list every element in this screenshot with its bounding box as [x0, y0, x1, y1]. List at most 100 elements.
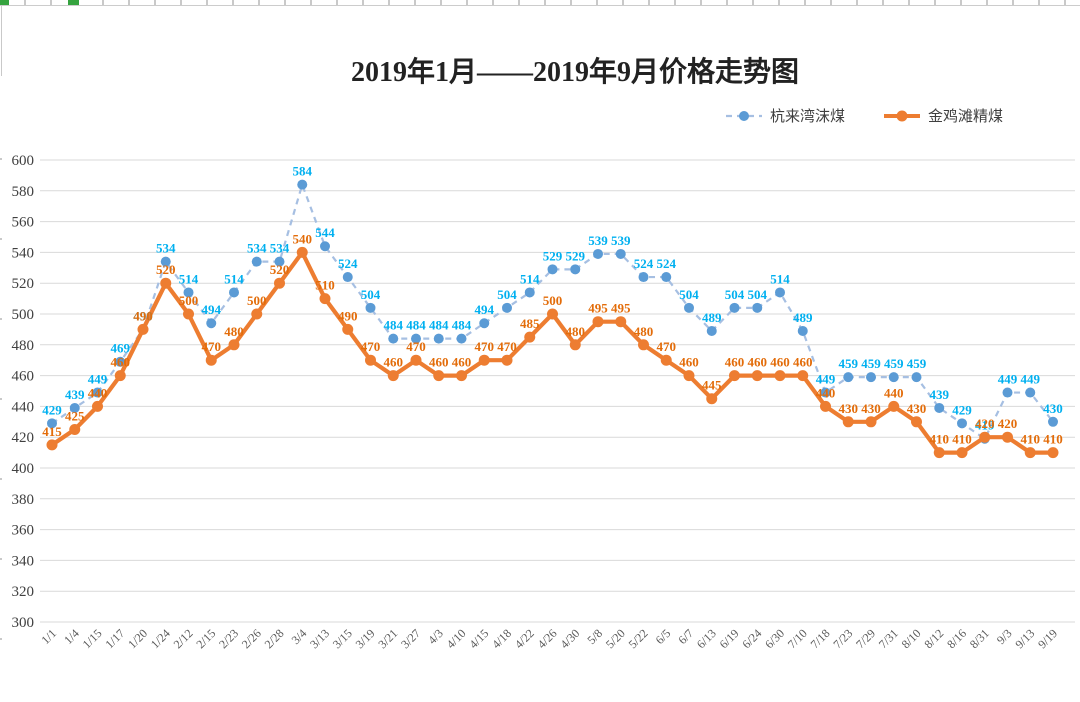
data-point[interactable]	[911, 372, 922, 383]
data-point[interactable]	[251, 308, 263, 320]
data-label: 494	[475, 302, 495, 317]
data-point[interactable]	[1025, 387, 1036, 398]
data-point[interactable]	[865, 416, 877, 428]
data-point[interactable]	[1048, 416, 1058, 427]
data-point[interactable]	[183, 287, 194, 298]
data-point[interactable]	[683, 370, 695, 382]
x-axis-label: 4/18	[489, 626, 514, 651]
data-point[interactable]	[751, 370, 763, 382]
data-point[interactable]	[706, 393, 718, 405]
data-point[interactable]	[820, 387, 831, 398]
data-point[interactable]	[911, 416, 922, 428]
data-point[interactable]	[387, 370, 399, 382]
data-point[interactable]	[592, 316, 604, 328]
data-point[interactable]	[388, 333, 399, 344]
data-point[interactable]	[137, 323, 149, 335]
data-point[interactable]	[297, 179, 308, 190]
data-point[interactable]	[433, 333, 444, 344]
data-point[interactable]	[957, 418, 967, 429]
data-point[interactable]	[274, 256, 285, 267]
data-point[interactable]	[410, 354, 422, 366]
data-point[interactable]	[228, 339, 240, 351]
data-label: 504	[497, 287, 517, 302]
data-point[interactable]	[1047, 447, 1059, 459]
data-point[interactable]	[956, 447, 968, 459]
data-point[interactable]	[524, 331, 536, 343]
data-point[interactable]	[115, 356, 126, 367]
data-point[interactable]	[569, 339, 581, 351]
data-point[interactable]	[342, 272, 353, 283]
data-point[interactable]	[979, 431, 991, 443]
data-point[interactable]	[547, 308, 558, 320]
data-point[interactable]	[479, 318, 490, 329]
data-point[interactable]	[274, 277, 285, 289]
data-label: 484	[406, 318, 426, 333]
data-point[interactable]	[638, 339, 649, 351]
data-label: 460	[452, 355, 472, 370]
data-point[interactable]	[320, 241, 330, 252]
data-point[interactable]	[456, 370, 467, 382]
data-point[interactable]	[365, 302, 376, 313]
data-point[interactable]	[1024, 447, 1036, 459]
data-point[interactable]	[502, 302, 512, 313]
data-point[interactable]	[1002, 431, 1013, 443]
x-axis-label: 2/28	[262, 626, 287, 651]
data-point[interactable]	[69, 424, 81, 435]
data-point[interactable]	[160, 277, 172, 289]
data-point[interactable]	[365, 354, 376, 366]
data-point[interactable]	[296, 246, 308, 258]
data-point[interactable]	[593, 248, 603, 259]
data-point[interactable]	[888, 400, 900, 412]
data-label: 459	[884, 356, 904, 371]
data-point[interactable]	[433, 370, 445, 382]
data-point[interactable]	[797, 370, 809, 382]
data-point[interactable]	[205, 354, 217, 366]
data-point[interactable]	[774, 370, 786, 382]
data-point[interactable]	[1002, 387, 1013, 398]
data-point[interactable]	[206, 318, 217, 329]
legend-item-jinjitan[interactable]: 金鸡滩精煤	[883, 105, 1003, 126]
data-point[interactable]	[160, 256, 171, 267]
data-point[interactable]	[570, 264, 581, 275]
data-point[interactable]	[934, 402, 945, 413]
series-line-0[interactable]	[51, 183, 1054, 440]
data-point[interactable]	[820, 400, 831, 412]
data-point[interactable]	[114, 370, 126, 382]
data-point[interactable]	[729, 302, 740, 313]
data-point[interactable]	[615, 248, 626, 259]
data-point[interactable]	[615, 316, 627, 328]
data-point[interactable]	[661, 272, 672, 283]
data-point[interactable]	[706, 325, 717, 336]
data-point[interactable]	[775, 287, 785, 298]
data-point[interactable]	[638, 272, 649, 283]
data-point[interactable]	[319, 293, 331, 305]
data-point[interactable]	[866, 372, 876, 383]
data-point[interactable]	[92, 400, 103, 412]
data-point[interactable]	[342, 323, 354, 335]
data-point[interactable]	[92, 387, 103, 398]
data-point[interactable]	[933, 447, 945, 459]
data-point[interactable]	[752, 302, 763, 313]
data-point[interactable]	[660, 354, 672, 366]
data-point[interactable]	[47, 418, 57, 429]
data-point[interactable]	[478, 354, 490, 366]
data-point[interactable]	[524, 287, 535, 298]
data-point[interactable]	[69, 402, 80, 413]
data-point[interactable]	[229, 287, 239, 298]
data-point[interactable]	[888, 372, 899, 383]
data-point[interactable]	[456, 333, 467, 344]
legend-item-hanglaiwan[interactable]: 杭来湾沫煤	[725, 105, 845, 126]
data-point[interactable]	[46, 439, 58, 451]
data-label: 539	[588, 233, 608, 248]
data-point[interactable]	[183, 308, 194, 320]
data-point[interactable]	[843, 372, 854, 383]
data-point[interactable]	[797, 325, 808, 336]
data-point[interactable]	[684, 302, 694, 313]
data-point[interactable]	[729, 370, 740, 382]
data-point[interactable]	[842, 416, 854, 428]
data-point[interactable]	[411, 333, 421, 344]
data-point[interactable]	[501, 354, 513, 366]
data-point[interactable]	[251, 256, 262, 267]
data-point[interactable]	[547, 264, 558, 275]
